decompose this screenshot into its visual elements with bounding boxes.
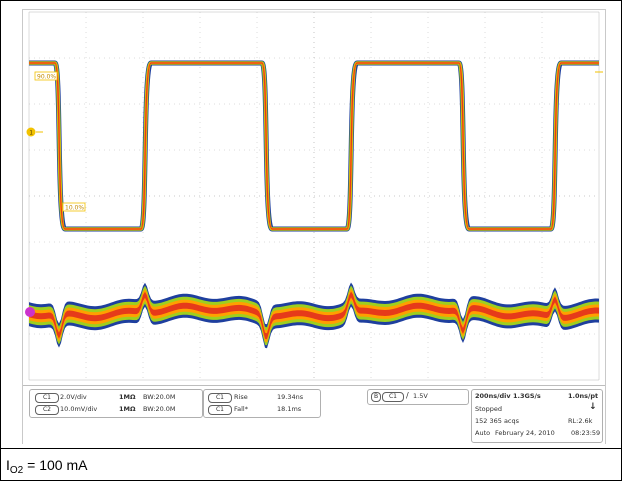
status-bar: C1 2.0V/div 1MΩ BW:20.0M C2 10.0mV/div 1…: [23, 385, 605, 444]
oscilloscope-screenshot: 90.0% 10.0% 1 C1 2.0V/div 1MΩ BW:20.0M C…: [22, 9, 606, 444]
capture-time: 08:23:59: [571, 429, 601, 437]
sample-rate: 1.3GS/s: [513, 392, 541, 400]
meas2-value: 18.1ms: [277, 405, 302, 413]
resolution: 1.0ns/pt: [568, 392, 599, 400]
ref-bottom-label: 10.0%: [65, 205, 84, 212]
trigger-slope-icon: /: [406, 391, 409, 400]
ch2-coupling: 1MΩ: [119, 405, 136, 413]
ch1-bandwidth: BW:20.0M: [143, 393, 176, 401]
meas1-name: Rise: [234, 393, 248, 401]
ref-bottom-label-box: [62, 202, 86, 212]
caption-divider: [1, 448, 621, 449]
meas1-value: 19.34ns: [277, 393, 304, 401]
ch1-square-wave-trace: [29, 62, 599, 230]
meas2-channel-badge[interactable]: C1: [208, 405, 232, 415]
ch2-bandwidth: BW:20.0M: [143, 405, 176, 413]
ch1-badge[interactable]: C1: [35, 393, 59, 403]
channel-settings-group: [29, 389, 203, 418]
timebase-rate: 200ns/div: [475, 392, 511, 400]
ch1-scale: 2.0V/div: [60, 393, 87, 401]
record-length: RL:2.6k: [568, 417, 593, 425]
caption-value: = 100 mA: [23, 457, 88, 473]
trigger-mode: Auto: [475, 429, 491, 437]
meas1-channel-badge[interactable]: C1: [208, 393, 232, 403]
meas2-name: Fall*: [234, 405, 248, 413]
ch2-ground-marker-icon[interactable]: [25, 307, 35, 317]
ch2-ripple-band: [29, 291, 599, 340]
measurements-group: [203, 389, 321, 418]
acquisition-group: [471, 389, 603, 443]
ref-top-label-box: [34, 71, 58, 81]
ch2-badge[interactable]: C2: [35, 405, 59, 415]
caption-symbol: I: [6, 457, 10, 473]
acquisition-count: 152 365 acqs: [475, 417, 520, 425]
figure-caption: IO2 = 100 mA: [6, 457, 87, 476]
ref-top-label: 90.0%: [37, 74, 56, 81]
channel-markers: 90.0% 10.0% 1: [25, 71, 603, 317]
ch2-scale: 10.0mV/div: [60, 405, 98, 413]
trigger-badge-icon: B: [371, 392, 381, 402]
waveform-traces: [29, 60, 599, 349]
caption-subscript: O2: [9, 465, 24, 476]
acq-state-arrow-icon: ↓: [589, 402, 597, 412]
ch1-ground-marker-icon[interactable]: [26, 127, 36, 137]
trigger-channel-badge: C1: [382, 392, 404, 402]
trigger-group[interactable]: [367, 389, 469, 405]
capture-date: February 24, 2010: [495, 429, 555, 437]
ch1-coupling: 1MΩ: [119, 393, 136, 401]
ch1-ground-marker-label: 1: [29, 130, 33, 137]
acq-state: Stopped: [475, 405, 503, 413]
trigger-level: 1.5V: [413, 392, 428, 400]
scope-display: 90.0% 10.0% 1: [25, 11, 603, 381]
